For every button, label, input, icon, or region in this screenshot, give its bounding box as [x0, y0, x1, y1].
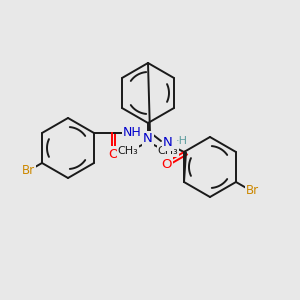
Text: O: O: [162, 158, 172, 170]
Text: NH: NH: [123, 127, 141, 140]
Text: N: N: [163, 136, 173, 149]
Text: N: N: [143, 133, 153, 146]
Text: ·H: ·H: [176, 136, 188, 146]
Text: O: O: [109, 148, 119, 160]
Text: Br: Br: [22, 164, 35, 178]
Text: Br: Br: [246, 184, 260, 196]
Text: CH₃: CH₃: [158, 146, 178, 156]
Text: CH₃: CH₃: [118, 146, 138, 156]
